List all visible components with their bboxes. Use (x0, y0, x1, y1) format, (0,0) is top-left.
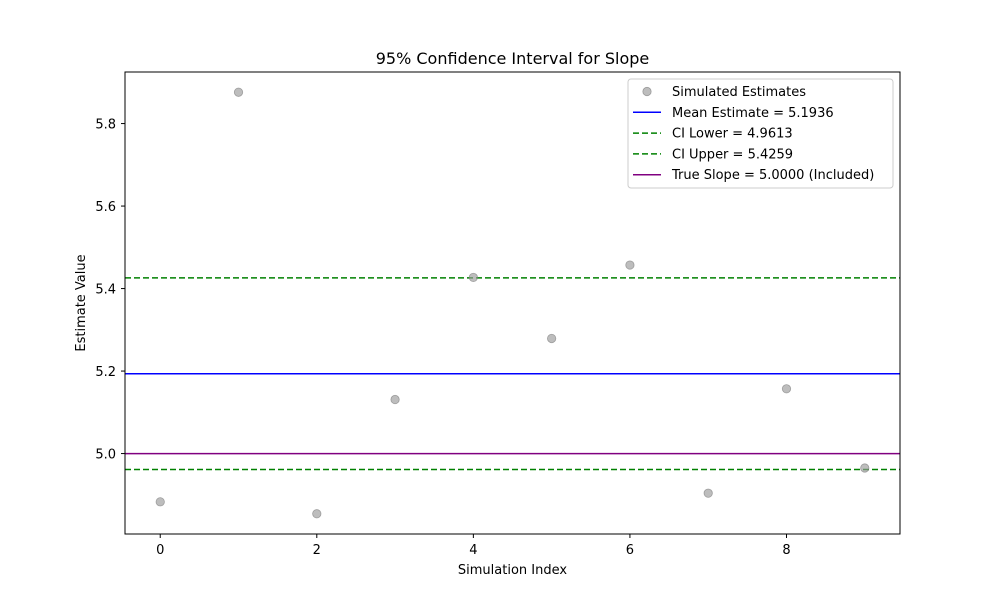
y-tick-label-1: 5.2 (95, 365, 116, 380)
y-tick-label-3: 5.6 (95, 200, 116, 215)
scatter-point-6 (625, 260, 635, 270)
y-tick-label-4: 5.8 (95, 118, 116, 133)
scatter-point-9 (860, 463, 870, 473)
scatter-point-1 (233, 87, 244, 97)
legend-marker-0 (642, 86, 652, 97)
scatter-point-3 (390, 394, 400, 405)
legend: Simulated Estimates Mean Estimate = 5.193… (627, 78, 894, 189)
chart-title: 95% Confidence Interval for Slope (376, 49, 650, 68)
legend-label-2: CI Lower = 4.9613 (672, 127, 793, 142)
legend-label-0: Simulated Estimates (672, 85, 806, 100)
axes: 0 2 4 6 8 5.0 5.2 5.4 5.6 5.8 (95, 118, 790, 558)
scatter-point-7 (703, 488, 713, 498)
legend-label-3: CI Upper = 5.4259 (672, 147, 793, 162)
x-axis-label: Simulation Index (458, 563, 567, 578)
legend-label-4: True Slope = 5.0000 (Included) (671, 168, 874, 183)
legend-label-1: Mean Estimate = 5.1936 (672, 106, 834, 121)
x-tick-label-2: 4 (469, 543, 477, 558)
plot-area (125, 87, 900, 519)
x-tick-label-4: 8 (782, 543, 790, 558)
x-tick-label-3: 6 (626, 543, 634, 558)
y-tick-label-0: 5.0 (95, 448, 116, 463)
scatter-point-8 (781, 384, 792, 394)
scatter-point-4 (468, 272, 478, 283)
scatter-point-0 (155, 497, 165, 507)
scatter-point-2 (312, 509, 322, 519)
scatter-point-5 (547, 333, 557, 344)
y-tick-label-2: 5.4 (95, 283, 116, 298)
x-tick-label-0: 0 (156, 543, 164, 558)
legend-box (627, 78, 894, 189)
y-axis-label: Estimate Value (74, 254, 89, 351)
plot-frame (124, 71, 901, 535)
x-tick-label-1: 2 (313, 543, 321, 558)
